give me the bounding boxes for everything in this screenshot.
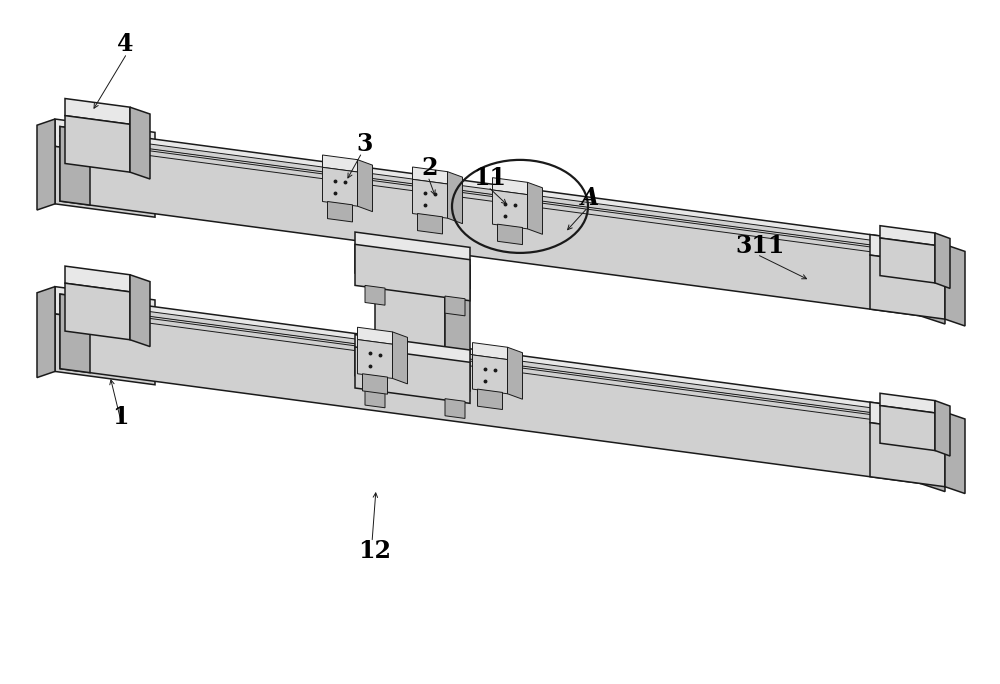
Polygon shape bbox=[130, 107, 150, 179]
Polygon shape bbox=[55, 287, 155, 328]
Polygon shape bbox=[880, 393, 935, 413]
Polygon shape bbox=[492, 190, 528, 229]
Polygon shape bbox=[492, 178, 528, 195]
Polygon shape bbox=[322, 168, 358, 206]
Polygon shape bbox=[60, 304, 920, 484]
Polygon shape bbox=[920, 241, 945, 324]
Polygon shape bbox=[448, 172, 462, 224]
Polygon shape bbox=[392, 332, 408, 384]
Polygon shape bbox=[60, 294, 920, 419]
Polygon shape bbox=[60, 136, 920, 316]
Polygon shape bbox=[328, 202, 353, 222]
Polygon shape bbox=[355, 347, 470, 404]
Polygon shape bbox=[528, 183, 542, 235]
Polygon shape bbox=[478, 389, 502, 410]
Polygon shape bbox=[445, 399, 465, 419]
Text: A: A bbox=[581, 186, 599, 211]
Polygon shape bbox=[358, 327, 392, 344]
Polygon shape bbox=[65, 116, 130, 172]
Text: 311: 311 bbox=[735, 234, 785, 259]
Polygon shape bbox=[935, 401, 950, 456]
Polygon shape bbox=[375, 248, 445, 350]
Polygon shape bbox=[880, 406, 935, 451]
Polygon shape bbox=[100, 137, 880, 246]
Polygon shape bbox=[920, 409, 945, 492]
Polygon shape bbox=[473, 343, 507, 360]
Text: 1: 1 bbox=[112, 405, 128, 430]
Polygon shape bbox=[130, 275, 150, 347]
Polygon shape bbox=[945, 412, 965, 494]
Polygon shape bbox=[65, 266, 130, 292]
Polygon shape bbox=[935, 233, 950, 289]
Polygon shape bbox=[498, 224, 522, 245]
Polygon shape bbox=[365, 388, 385, 408]
Polygon shape bbox=[870, 402, 945, 433]
Polygon shape bbox=[100, 305, 880, 414]
Polygon shape bbox=[870, 235, 945, 265]
Polygon shape bbox=[355, 244, 470, 301]
Polygon shape bbox=[358, 159, 373, 211]
Polygon shape bbox=[507, 347, 522, 399]
Polygon shape bbox=[445, 257, 470, 358]
Polygon shape bbox=[880, 226, 935, 246]
Polygon shape bbox=[55, 146, 155, 218]
Polygon shape bbox=[880, 238, 935, 283]
Polygon shape bbox=[65, 283, 130, 340]
Polygon shape bbox=[365, 285, 385, 305]
Polygon shape bbox=[322, 155, 358, 172]
Polygon shape bbox=[37, 287, 55, 378]
Polygon shape bbox=[100, 144, 880, 253]
Polygon shape bbox=[100, 312, 880, 421]
Polygon shape bbox=[445, 296, 465, 316]
Polygon shape bbox=[362, 373, 388, 394]
Polygon shape bbox=[375, 248, 470, 265]
Polygon shape bbox=[60, 127, 90, 205]
Polygon shape bbox=[473, 355, 507, 394]
Polygon shape bbox=[37, 119, 55, 210]
Text: 12: 12 bbox=[358, 538, 392, 563]
Polygon shape bbox=[355, 334, 470, 391]
Polygon shape bbox=[55, 119, 155, 160]
Polygon shape bbox=[870, 255, 945, 319]
Polygon shape bbox=[413, 179, 448, 218]
Text: 4: 4 bbox=[117, 32, 133, 57]
Polygon shape bbox=[413, 167, 448, 184]
Polygon shape bbox=[65, 98, 130, 124]
Polygon shape bbox=[60, 294, 90, 373]
Text: 2: 2 bbox=[422, 155, 438, 180]
Polygon shape bbox=[55, 314, 155, 385]
Polygon shape bbox=[418, 213, 442, 234]
Polygon shape bbox=[870, 423, 945, 487]
Text: 3: 3 bbox=[357, 131, 373, 156]
Text: 11: 11 bbox=[474, 166, 507, 190]
Polygon shape bbox=[945, 245, 965, 326]
Polygon shape bbox=[355, 232, 470, 289]
Polygon shape bbox=[60, 127, 920, 251]
Polygon shape bbox=[358, 339, 392, 378]
